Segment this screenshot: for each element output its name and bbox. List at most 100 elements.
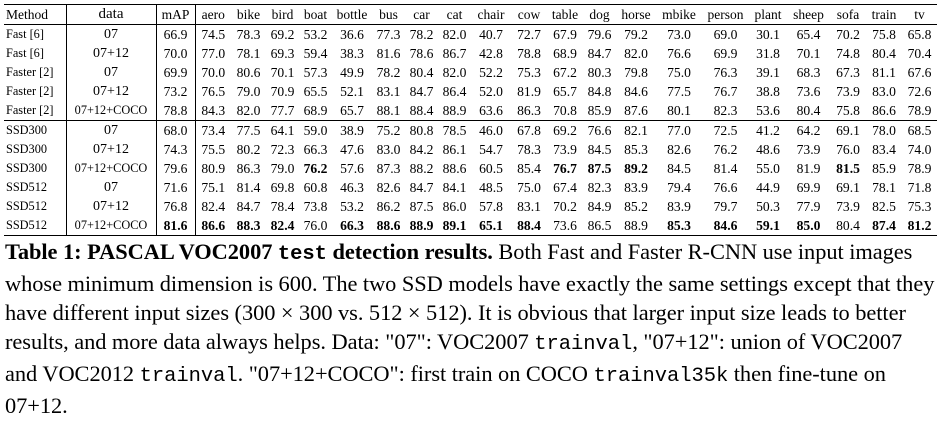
column-header: cow: [511, 4, 547, 25]
value-cell: 38.3: [340, 46, 364, 61]
value-cell: 86.6: [866, 101, 902, 121]
value-cell: 82.3: [587, 180, 612, 195]
value-cell: 53.2: [340, 199, 364, 214]
value-cell: 78.9: [907, 161, 932, 176]
value-cell: 86.7: [442, 46, 467, 61]
value-cell: 82.0: [231, 101, 266, 121]
value-cell: 67.2: [553, 65, 577, 80]
value-cell: 79.2: [624, 27, 648, 42]
caption-title-code: test: [277, 243, 327, 266]
value-cell: 48.6: [756, 142, 780, 157]
value-cell: 53.2: [303, 27, 328, 42]
value-cell: 78.1: [236, 46, 261, 61]
table-row: SSD300 07+12+COCO 79.6 80.9 86.3 79.0 76.2 57.6…: [4, 159, 937, 178]
value-cell: 73.6: [547, 216, 583, 236]
value-cell: 60.5: [479, 161, 503, 176]
table-body: Fast [6] 07 66.9 74.5 78.3 69.2 53.2 36.6 77.3 78…: [4, 24, 937, 236]
value-cell: 39.1: [756, 65, 780, 80]
value-cell: 84.1: [442, 180, 467, 195]
column-header: mAP: [156, 4, 196, 25]
value-cell: 30.1: [756, 27, 780, 42]
value-cell: 86.4: [442, 84, 467, 99]
map-cell: 73.2: [156, 82, 196, 101]
value-cell: 76.0: [836, 142, 860, 157]
value-cell: 75.0: [517, 180, 541, 195]
column-header: horse: [616, 4, 656, 25]
column-header: sofa: [830, 4, 866, 25]
value-cell: 83.9: [667, 199, 691, 214]
value-cell: 38.8: [756, 84, 780, 99]
value-cell: 76.0: [299, 216, 332, 236]
value-cell: 48.5: [479, 180, 503, 195]
value-cell: 77.0: [656, 120, 702, 140]
value-cell: 72.7: [517, 27, 541, 42]
table-row: Fast [6] 07+12 70.0 77.0 78.1 69.3 59.4 38.3 81.…: [4, 44, 937, 63]
caption-text-2: , "07+12": union of VOC2007 and VOC2012: [5, 329, 903, 386]
map-cell: 79.6: [156, 159, 196, 178]
value-cell: 68.9: [553, 46, 577, 61]
value-cell: 74.5: [201, 27, 226, 42]
value-cell: 76.5: [201, 84, 226, 99]
column-header: dog: [583, 4, 616, 25]
value-cell: 84.5: [667, 161, 691, 176]
value-cell: 88.6: [442, 161, 467, 176]
value-cell: 69.1: [836, 180, 860, 195]
data-cell: 07+12+COCO: [66, 101, 157, 121]
table-header-row: Method data mAP aero bike bird boat bottle bus ca…: [4, 4, 937, 25]
value-cell: 84.8: [587, 84, 612, 99]
value-cell: 68.9: [299, 101, 332, 121]
value-cell: 82.0: [624, 46, 648, 61]
value-cell: 81.9: [796, 161, 821, 176]
value-cell: 66.3: [303, 142, 328, 157]
value-cell: 81.6: [376, 46, 401, 61]
value-cell: 82.0: [442, 27, 467, 42]
value-cell: 79.8: [624, 65, 648, 80]
value-cell: 82.4: [201, 199, 226, 214]
method-cell: Faster [2]: [4, 82, 67, 101]
value-cell: 67.9: [553, 27, 577, 42]
method-cell: Fast [6]: [4, 24, 67, 44]
value-cell: 84.5: [587, 142, 612, 157]
value-cell: 70.2: [553, 199, 577, 214]
value-cell: 78.8: [517, 46, 541, 61]
value-cell: 63.6: [471, 101, 511, 121]
column-header: aero: [195, 4, 231, 25]
value-cell: 83.1: [517, 199, 541, 214]
map-cell: 76.8: [156, 197, 196, 216]
value-cell: 79.6: [587, 27, 612, 42]
value-cell: 85.3: [656, 216, 702, 236]
map-cell: 78.8: [156, 101, 196, 121]
data-cell: 07: [66, 24, 157, 44]
value-cell: 86.3: [511, 101, 547, 121]
value-cell: 80.8: [405, 120, 438, 140]
value-cell: 64.2: [787, 120, 830, 140]
table-row: Faster [2] 07 69.9 70.0 80.6 70.1 57.3 49.9 78.2…: [4, 63, 937, 82]
value-cell: 85.3: [624, 142, 648, 157]
value-cell: 74.8: [836, 46, 860, 61]
value-cell: 65.5: [303, 84, 328, 99]
caption-text-4: then fine-tune on 07+12.: [5, 361, 886, 418]
value-cell: 81.1: [872, 65, 896, 80]
value-cell: 80.4: [409, 65, 434, 80]
column-header: bottle: [332, 4, 372, 25]
column-header: bus: [372, 4, 405, 25]
method-cell: SSD300: [4, 140, 67, 159]
value-cell: 85.9: [583, 101, 616, 121]
value-cell: 69.3: [270, 46, 295, 61]
value-cell: 57.8: [479, 199, 503, 214]
value-cell: 71.8: [907, 180, 932, 195]
value-cell: 80.4: [830, 216, 866, 236]
data-cell: 07+12: [66, 44, 157, 63]
value-cell: 57.6: [340, 161, 364, 176]
value-cell: 75.8: [872, 27, 896, 42]
value-cell: 78.0: [866, 120, 902, 140]
value-cell: 87.5: [409, 199, 434, 214]
column-header: mbike: [656, 4, 702, 25]
value-cell: 84.7: [409, 180, 434, 195]
value-cell: 86.2: [376, 199, 401, 214]
value-cell: 65.1: [471, 216, 511, 236]
value-cell: 84.7: [236, 199, 261, 214]
value-cell: 36.6: [340, 27, 364, 42]
value-cell: 46.3: [340, 180, 364, 195]
caption-code-2: trainval: [139, 365, 238, 388]
